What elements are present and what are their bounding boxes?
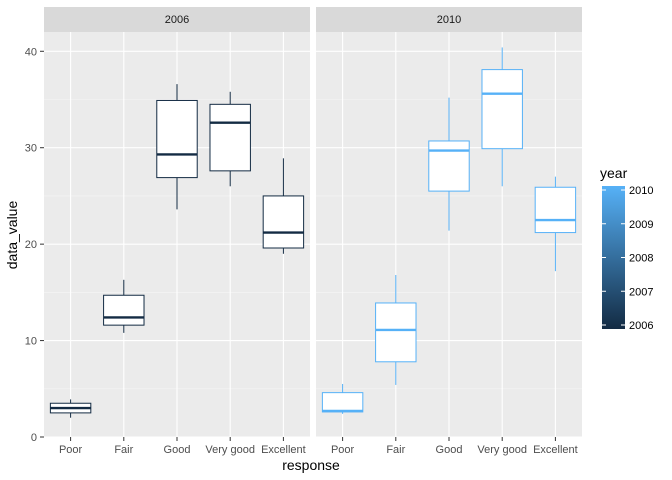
box-excellent [534, 176, 577, 272]
x-tick-label: Poor [331, 444, 355, 456]
legend-label: 2006 [629, 320, 653, 332]
box-body [262, 195, 305, 249]
y-tick-label: 30 [25, 143, 37, 155]
box-very-good [209, 91, 251, 187]
legend-label: 2010 [629, 185, 653, 197]
panel-2010: 2010 [316, 7, 582, 438]
facet-strip [44, 7, 310, 32]
box-poor [321, 383, 364, 414]
x-axis-title: response [282, 457, 340, 473]
x-tick-label: Excellent [533, 444, 578, 456]
legend-label: 2007 [629, 286, 653, 298]
box-body [209, 103, 251, 172]
x-tick-label: Very good [205, 444, 255, 456]
legend-label: 2008 [629, 253, 653, 265]
x-tick-label: Excellent [261, 444, 306, 456]
y-tick-label: 20 [25, 239, 37, 251]
y-tick-label: 40 [25, 46, 37, 58]
box-body [428, 140, 470, 192]
facet-label: 2010 [437, 14, 461, 26]
x-tick-label: Fair [386, 444, 405, 456]
box-fair [103, 279, 145, 333]
box-body [481, 69, 523, 150]
box-body [375, 302, 417, 363]
box-body [103, 294, 145, 326]
x-tick-label: Poor [59, 444, 83, 456]
y-tick-label: 0 [31, 432, 37, 444]
x-tick-label: Very good [477, 444, 527, 456]
box-excellent [262, 158, 305, 254]
facet-label: 2006 [165, 14, 189, 26]
legend-label: 2009 [629, 219, 653, 231]
box-poor [49, 399, 92, 418]
x-tick-label: Good [164, 444, 191, 456]
box-good [156, 84, 198, 210]
y-axis-title: data_value [4, 201, 20, 270]
box-body [156, 99, 198, 179]
legend: year 2010 2009 2008 2007 2006 [600, 165, 653, 332]
facet-strip [316, 7, 582, 32]
legend-colorbar [602, 186, 625, 329]
panel-2006: 2006 [44, 7, 310, 438]
box-good [428, 97, 470, 231]
x-tick-label: Fair [114, 444, 133, 456]
x-tick-label: Good [436, 444, 463, 456]
box-fair [375, 275, 417, 385]
box-body [321, 392, 364, 413]
box-body [534, 186, 577, 234]
y-tick-label: 10 [25, 336, 37, 348]
legend-title: year [600, 165, 628, 181]
box-very-good [481, 47, 523, 187]
